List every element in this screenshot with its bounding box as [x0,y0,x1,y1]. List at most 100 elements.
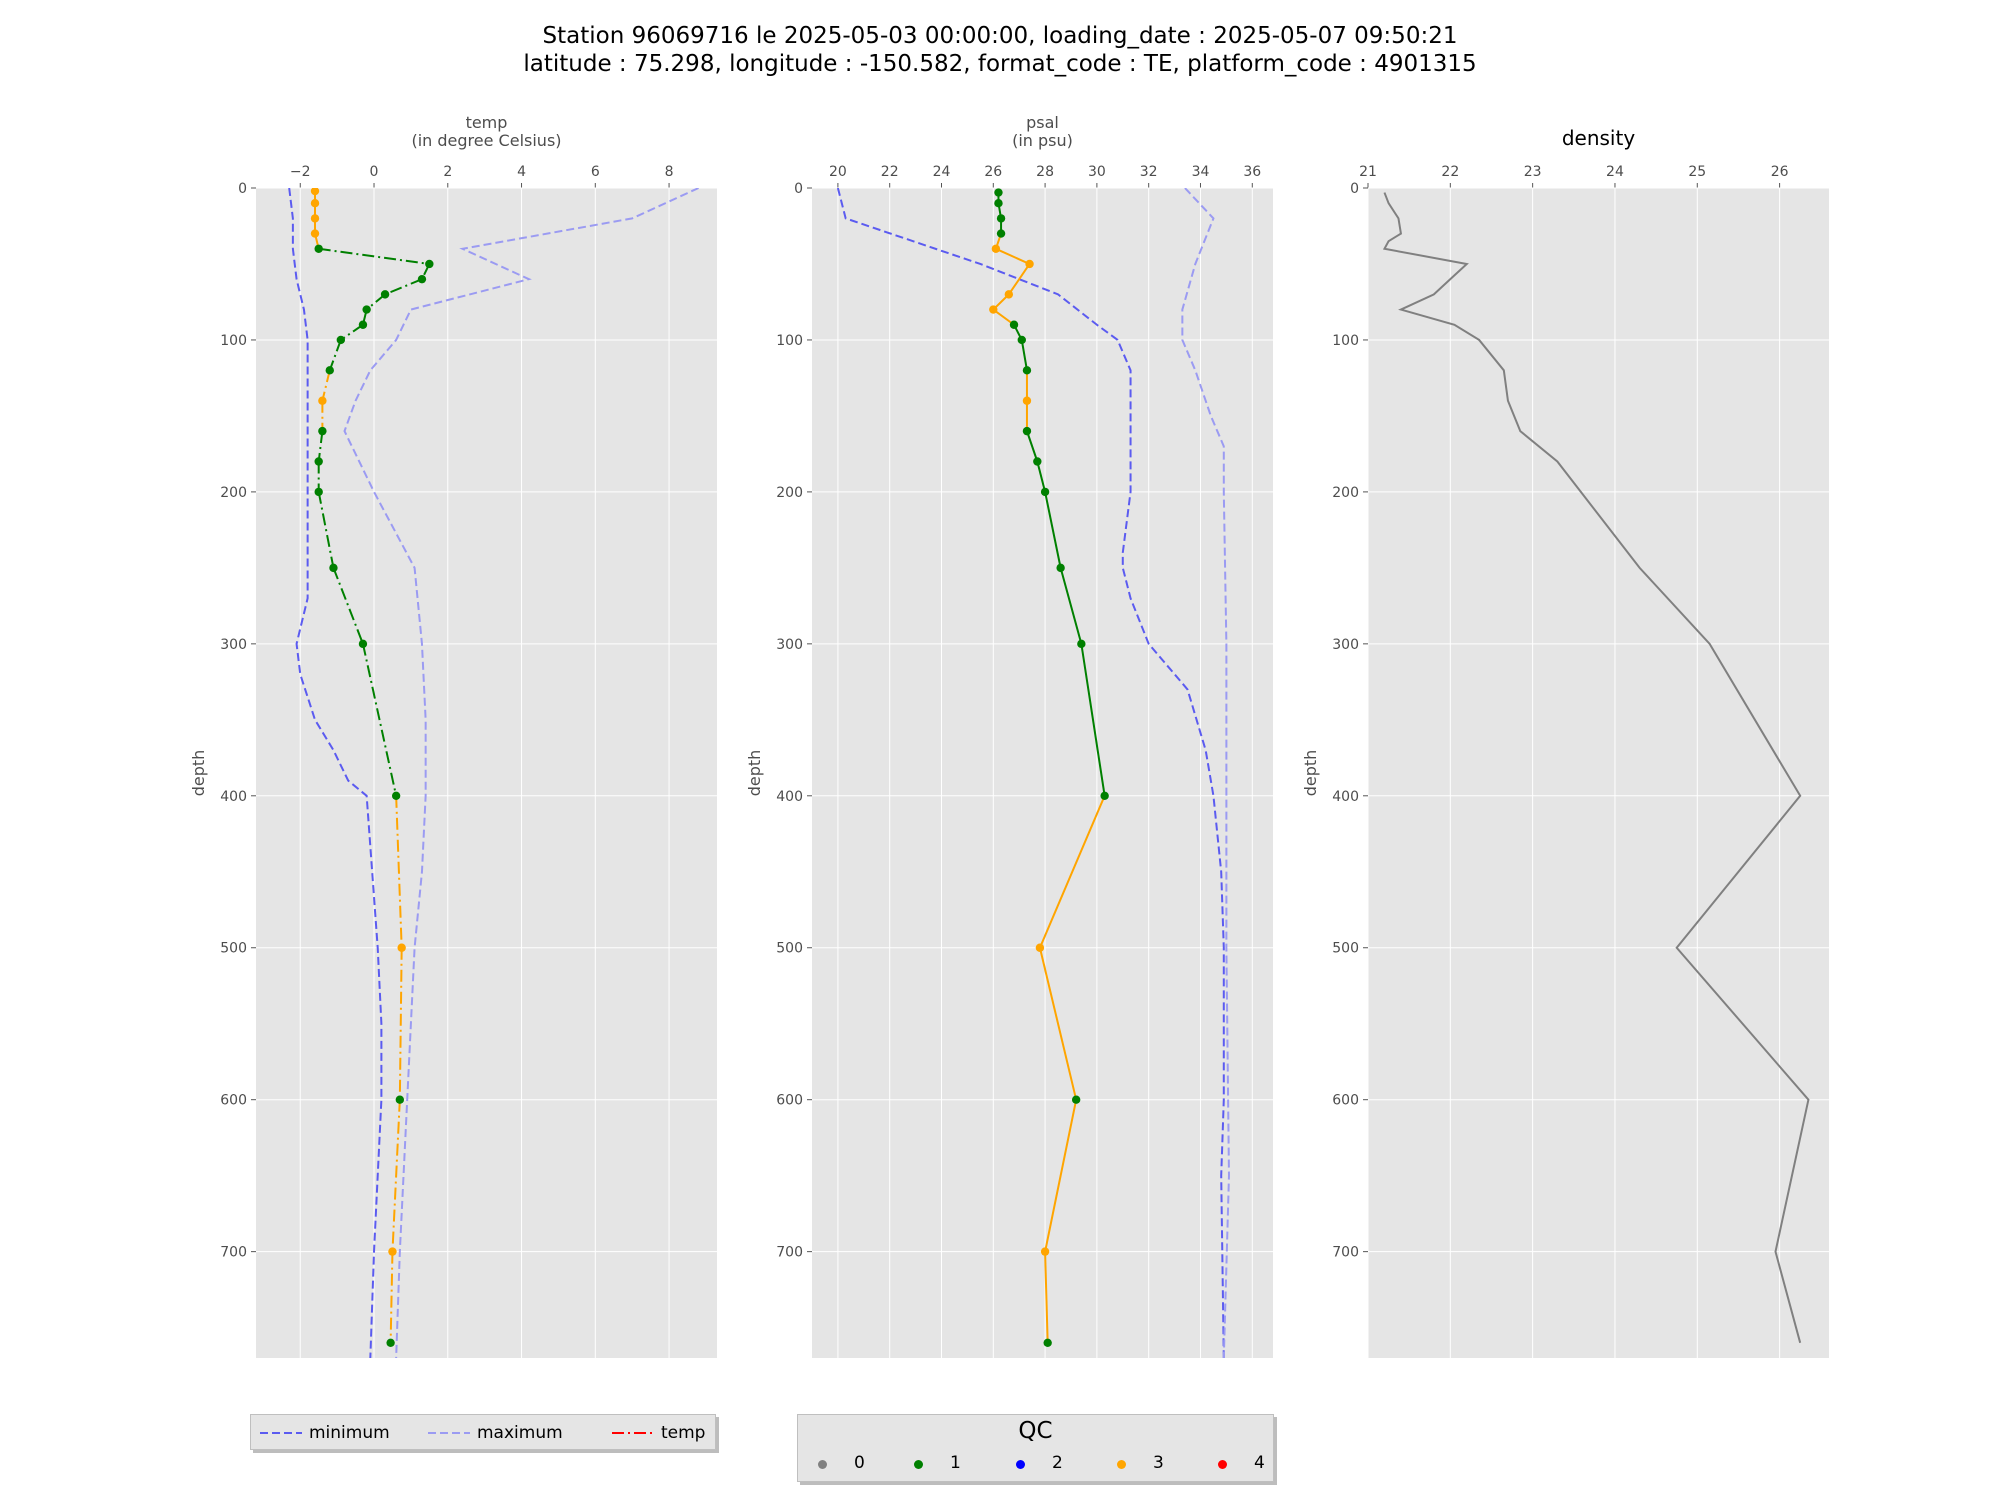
temp-segment [389,1251,394,1343]
qc-dot-2-icon [1016,1460,1025,1469]
y-axis-label: depth [189,750,208,797]
y-tick-label: 300 [1332,637,1359,653]
psal-point [989,305,998,314]
y-tick-label: 0 [1350,181,1359,197]
line-style-legend: minimum maximum temp [250,1414,716,1450]
psal-segment [1080,643,1106,796]
x-tick-label: 28 [1036,164,1054,180]
panel-1: −2 0 2 4 6 8 0 100 200 300 400 500 600 700 temp(in deg… [189,113,717,1358]
y-tick-label: 500 [220,941,247,957]
temp-point [386,1338,395,1348]
x-axis-label: (in psu) [1012,131,1073,150]
psal-segment [1038,795,1106,949]
temp-point [417,274,427,284]
x-axis-label: temp [466,113,508,132]
minimum-line [836,188,1225,1358]
y-tick-label: 100 [776,333,803,349]
psal-point [1040,487,1050,497]
qc-dot-4-icon [1218,1460,1227,1469]
minimum-line [288,188,383,1358]
qc-legend-label-2: 2 [1052,1453,1063,1473]
qc-legend-label-4: 4 [1254,1453,1265,1473]
temp-point [310,229,320,238]
temp-point [425,259,434,269]
psal-segment [1020,339,1028,371]
y-tick-label: 500 [1332,941,1359,957]
temp-segment [317,491,335,569]
temp-point [380,290,390,299]
psal-point [994,188,1003,197]
temp-point [318,396,327,405]
psal-segment [1038,947,1078,1100]
y-tick-label: 700 [1332,1245,1359,1261]
temp-segment [398,947,403,1100]
y-tick-label: 200 [776,485,803,501]
qc-legend: QC 0 1 2 3 4 [797,1414,1274,1482]
y-tick-label: 200 [220,485,247,501]
temp-segment [395,795,403,948]
figure-title-line1: Station 96069716 le 2025-05-03 00:00:00,… [542,23,1458,49]
x-tick-label: 21 [1359,164,1377,180]
x-axis-label: psal [1026,113,1059,132]
temp-segment [321,370,331,401]
psal-point [1040,1247,1050,1256]
panel-3: 21 22 23 24 25 26 0 100 200 300 400 500 600 700 densit… [1301,126,1829,1358]
temp-point [388,1247,397,1256]
x-tick-label: 22 [1441,164,1459,180]
temp-point [336,335,346,345]
panel-2: 20 22 24 26 28 30 32 34 36 0 100 200 300 400 500 600 700… [745,113,1273,1358]
qc-dot-1-icon [914,1460,923,1469]
legend-label-minimum: minimum [309,1423,390,1443]
temp-segment [391,1099,401,1252]
legend-label-maximum: maximum [477,1423,563,1443]
qc-dot-3-icon [1117,1460,1126,1469]
temp-point [397,943,406,952]
psal-point [1017,335,1026,345]
x-tick-label: 20 [829,164,847,180]
temp-point [325,366,334,375]
y-tick-label: 600 [1332,1093,1359,1109]
temp-point [329,563,338,573]
x-tick-label: −2 [290,164,311,180]
psal-point [996,214,1006,223]
x-tick-label: 26 [984,164,1002,180]
y-tick-label: 200 [1332,485,1359,501]
psal-point [1077,639,1086,649]
panel-title: density [1562,126,1635,150]
temp-point [314,457,323,466]
qc-legend-label-3: 3 [1153,1453,1164,1473]
plot-area [256,188,717,1358]
series-group [288,188,699,1358]
x-tick-label: 24 [933,164,951,180]
psal-segment [1044,1251,1049,1343]
y-axis-label: depth [745,750,764,797]
series-group [1382,192,1810,1344]
plot-area [812,188,1273,1358]
x-tick-label: 24 [1606,164,1624,180]
temp-segment [361,643,398,797]
legend-label-temp: temp [661,1423,706,1443]
temp-point [310,214,320,223]
psal-point [1009,320,1019,329]
x-tick-label: 32 [1140,164,1158,180]
x-tick-label: 6 [591,164,600,180]
figure-title: Station 96069716 le 2025-05-03 00:00:00,… [0,22,2000,78]
x-tick-label: 2 [443,164,452,180]
psal-point [1004,290,1014,299]
psal-segment [1036,461,1047,493]
plot-area [1368,188,1829,1358]
psal-point [1022,396,1032,405]
temp-point [310,188,320,196]
psal-segment [1059,567,1083,645]
psal-point [1035,943,1045,952]
temp-point [395,1095,405,1104]
x-tick-label: 34 [1192,164,1210,180]
qc-dot-0-icon [818,1460,827,1469]
qc-legend-label-1: 1 [950,1453,961,1473]
x-tick-label: 8 [665,164,674,180]
temp-point [318,426,327,436]
psal-segment [992,308,1015,326]
y-tick-label: 400 [776,789,803,805]
y-tick-label: 0 [794,181,803,197]
